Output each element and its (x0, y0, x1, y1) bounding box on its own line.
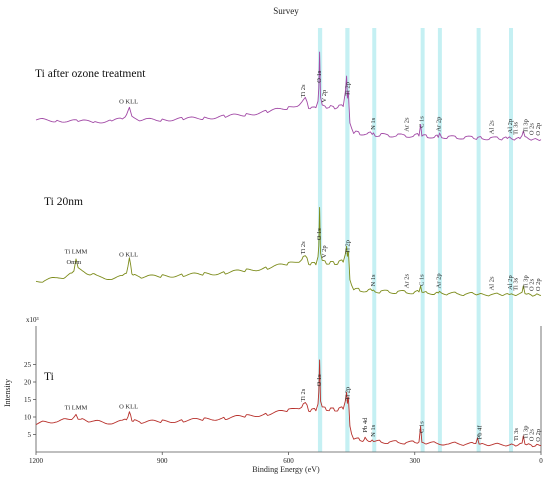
peak-label-44: O 2p (535, 429, 542, 442)
highlight-band-1 (345, 28, 350, 452)
peak-label-16: Ti 2p (344, 240, 351, 254)
series-label-ti-20nm: Ti 20nm (44, 196, 83, 208)
axes: 1200 900 600 300 0 5 10 15 20 25 (24, 326, 543, 465)
highlight-band-4 (437, 28, 442, 452)
peak-label-20: O KLL (119, 252, 138, 259)
series-label-ozone: Ti after ozone treatment (35, 68, 146, 80)
highlight-band-3 (420, 28, 425, 452)
peak-label-6: Ar 2s (403, 117, 410, 132)
x-tick-label-0: 0 (539, 457, 543, 465)
peak-label-43: O 2s (528, 429, 535, 442)
peak-label-9: Al 2s (488, 120, 495, 134)
series-line-2 (35, 359, 542, 448)
peak-label-5: N 1s (370, 117, 377, 130)
peak-label-28: Ti 3s (513, 277, 520, 290)
y-axis-label: Intensity (3, 379, 12, 407)
peak-label-13: O 2s (528, 123, 535, 136)
peak-label-3: V 2p (321, 90, 328, 103)
peak-label-19: Ti LMM (65, 249, 88, 256)
peak-label-4: O KLL (119, 99, 138, 106)
x-tick-label-900: 900 (157, 457, 168, 465)
highlight-band-5 (476, 28, 481, 452)
peak-label-29: Ti 3p (522, 275, 529, 289)
peak-label-37: Pb 4d (362, 417, 369, 433)
peak-label-33: Ti 2p (344, 387, 351, 401)
peak-label-31: O 2p (535, 278, 542, 291)
series-label-ti: Ti (44, 371, 54, 383)
peak-label-22: N 1s (370, 274, 377, 287)
peak-label-18: V 2p (321, 245, 328, 258)
peak-label-27: Al 2p (507, 275, 514, 290)
peak-label-34: Ti 2s (300, 388, 307, 401)
peak-label-40: Pb 4f (477, 425, 484, 440)
y-tick-label-15: 15 (24, 396, 32, 404)
x-axis-label: Binding Energy (eV) (252, 465, 320, 474)
peak-label-35: Ti LMM (65, 405, 88, 412)
series-line-0 (35, 51, 542, 141)
highlight-band-2 (372, 28, 377, 452)
chart-title: Survey (273, 6, 299, 16)
peak-label-41: Ti 3s (513, 428, 520, 441)
peak-label-10: Al 2p (507, 119, 514, 134)
peak-label-2: Ti 2s (300, 84, 307, 97)
peak-label-25: Ar 2p (436, 273, 443, 288)
peak-label-23: Ar 2s (403, 274, 410, 289)
peak-label-14: O 2p (535, 123, 542, 136)
peak-label-8: Ar 2p (436, 117, 443, 132)
peak-label-32: O 1s (316, 374, 323, 387)
peak-label-36: O KLL (119, 404, 138, 411)
peak-label-42: Ti 3p (522, 425, 529, 439)
peak-label-15: O 1s (316, 228, 323, 241)
x-tick-label-300: 300 (410, 457, 421, 465)
peak-label-39: C 1s (418, 421, 425, 433)
peak-label-0: O 1s (316, 70, 323, 83)
peak-label-38: N 1s (370, 424, 377, 437)
peak-label-17: Ti 2s (300, 241, 307, 254)
series-line-1 (35, 206, 542, 297)
peak-label-26: Al 2s (488, 276, 495, 290)
peak-label-12: Ti 3p (522, 119, 529, 133)
y-axis-unit: x10³ (26, 316, 39, 324)
peak-label-1: Ti 2p (344, 82, 351, 96)
peak-label-21: Omm (66, 259, 81, 266)
x-tick-label-1200: 1200 (29, 457, 44, 465)
y-tick-label-10: 10 (24, 414, 32, 422)
y-tick-label-25: 25 (24, 361, 32, 369)
peak-annotations: O 1s Ti 2p Ti 2s V 2p O KLL N 1s Ar 2s C 1s Ar 2… (65, 70, 542, 442)
highlight-band-6 (509, 28, 514, 452)
y-tick-label-5: 5 (28, 431, 32, 439)
peak-label-24: C 1s (418, 274, 425, 286)
peak-label-7: C 1s (418, 116, 425, 128)
peak-label-30: O 2s (528, 278, 535, 291)
x-tick-label-600: 600 (283, 457, 294, 465)
series-lines (35, 51, 542, 448)
y-tick-label-20: 20 (24, 379, 32, 387)
peak-label-11: Ti 3s (513, 121, 520, 134)
